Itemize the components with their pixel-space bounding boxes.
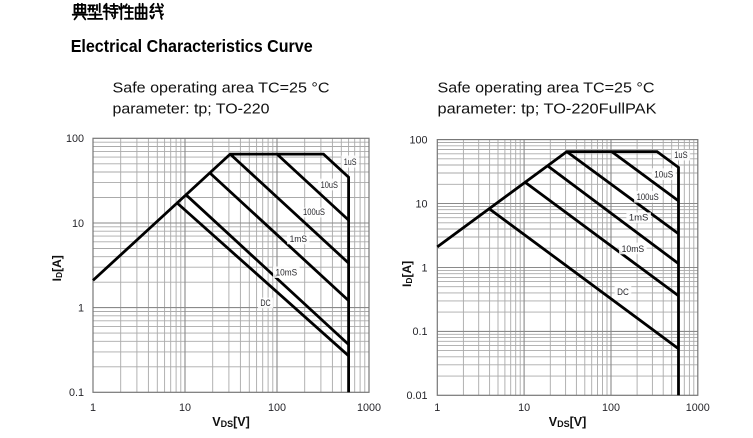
svg-text:1: 1: [421, 262, 427, 274]
svg-text:10mS: 10mS: [276, 268, 298, 278]
svg-text:100uS: 100uS: [637, 192, 659, 202]
svg-text:100: 100: [602, 402, 620, 414]
svg-text:parameter: tp; TO-220: parameter: tp; TO-220: [113, 100, 270, 117]
svg-text:0.1: 0.1: [412, 326, 427, 338]
svg-text:100: 100: [268, 402, 286, 414]
svg-text:1mS: 1mS: [629, 212, 649, 222]
svg-text:10uS: 10uS: [321, 180, 338, 190]
svg-text:Safe operating area TC=25 °C: Safe operating area TC=25 °C: [113, 79, 330, 96]
svg-text:1uS: 1uS: [344, 157, 357, 167]
svg-text:ID[A]: ID[A]: [50, 255, 64, 281]
svg-text:1: 1: [90, 402, 96, 414]
svg-text:Safe operating area TC=25 °C: Safe operating area TC=25 °C: [438, 79, 655, 96]
svg-text:10: 10: [72, 218, 84, 230]
svg-text:VDS[V]: VDS[V]: [549, 415, 587, 429]
svg-text:1mS: 1mS: [290, 234, 307, 244]
svg-text:10: 10: [518, 402, 530, 414]
svg-text:1000: 1000: [686, 402, 710, 414]
svg-text:100: 100: [409, 134, 427, 146]
svg-text:DC: DC: [260, 298, 271, 308]
svg-text:100uS: 100uS: [303, 207, 325, 217]
svg-text:10uS: 10uS: [654, 170, 673, 180]
svg-text:1: 1: [78, 302, 84, 314]
svg-text:10mS: 10mS: [622, 244, 645, 254]
svg-text:ID[A]: ID[A]: [400, 261, 414, 287]
svg-text:0.01: 0.01: [406, 390, 427, 402]
svg-text:parameter: tp; TO-220FullPAK: parameter: tp; TO-220FullPAK: [438, 100, 657, 117]
svg-text:100: 100: [66, 133, 84, 145]
svg-text:0.1: 0.1: [69, 387, 84, 399]
svg-text:DC: DC: [617, 287, 629, 297]
svg-text:1uS: 1uS: [674, 150, 687, 160]
svg-text:VDS[V]: VDS[V]: [212, 415, 250, 429]
svg-text:1: 1: [434, 402, 440, 414]
svg-text:Electrical Characteristics Cur: Electrical Characteristics Curve: [71, 36, 313, 56]
svg-text:1000: 1000: [357, 402, 381, 414]
svg-text:10: 10: [179, 402, 191, 414]
svg-text:10: 10: [415, 198, 427, 210]
